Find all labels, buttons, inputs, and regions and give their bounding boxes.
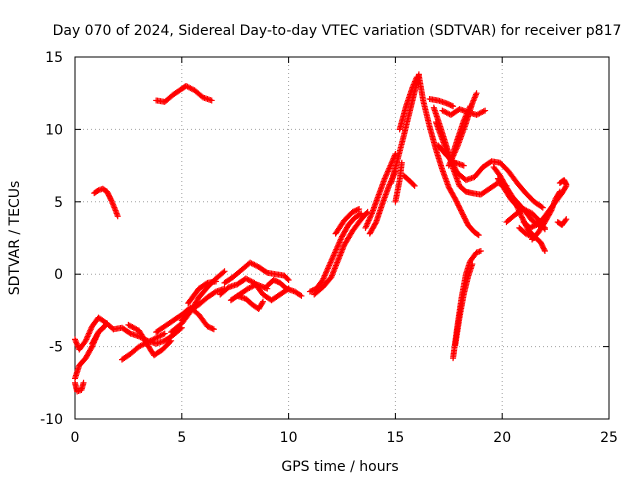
data-point xyxy=(452,195,459,202)
data-point xyxy=(263,268,270,275)
data-point xyxy=(221,268,228,275)
grid xyxy=(75,57,609,419)
data-point xyxy=(482,107,489,114)
y-tick-label: -5 xyxy=(49,340,63,356)
data-point xyxy=(562,217,569,224)
data-point xyxy=(454,201,461,208)
data-point xyxy=(453,198,460,205)
data-point xyxy=(458,208,465,215)
data-point xyxy=(469,261,476,268)
data-point xyxy=(463,219,470,226)
data-point xyxy=(519,214,526,221)
x-tick-label: 5 xyxy=(177,430,186,446)
data-point xyxy=(473,90,480,97)
y-tick-label: 0 xyxy=(54,267,63,283)
data-point xyxy=(563,216,570,223)
data-point xyxy=(556,188,563,195)
x-tick-label: 0 xyxy=(71,430,80,446)
data-point xyxy=(358,210,365,217)
data-point xyxy=(456,205,463,212)
y-tick-label: 10 xyxy=(45,122,63,138)
data-point xyxy=(356,211,363,218)
data-point xyxy=(459,211,466,218)
data-point xyxy=(168,337,175,344)
data-point xyxy=(474,231,481,238)
data-point xyxy=(210,326,217,333)
data-point xyxy=(220,269,227,276)
data-point xyxy=(461,215,468,222)
y-tick-label: -10 xyxy=(40,412,63,428)
data-point xyxy=(101,323,108,330)
data-point xyxy=(460,212,467,219)
data-point xyxy=(297,292,304,299)
data-point xyxy=(455,202,462,209)
data-point xyxy=(519,215,526,222)
data-point xyxy=(547,208,554,215)
data-point xyxy=(461,214,468,221)
data-point xyxy=(519,206,526,213)
data-point xyxy=(467,103,474,110)
data-point xyxy=(212,278,219,285)
data-point xyxy=(457,207,464,214)
plot-frame xyxy=(74,56,610,420)
data-point xyxy=(372,220,379,227)
data-point xyxy=(452,197,459,204)
data-point xyxy=(211,289,218,296)
data-point xyxy=(531,235,538,241)
x-tick-label: 25 xyxy=(600,430,618,446)
data-point xyxy=(556,189,563,196)
data-point xyxy=(100,324,107,331)
data-point xyxy=(259,299,266,306)
y-tick-label: 5 xyxy=(54,195,63,211)
data-point xyxy=(541,246,548,253)
data-point xyxy=(450,103,457,110)
data-point xyxy=(208,97,215,104)
data-point xyxy=(363,209,370,216)
x-tick-label: 20 xyxy=(493,430,511,446)
data-point xyxy=(539,204,546,211)
data-point xyxy=(459,210,466,217)
data-point xyxy=(563,181,570,188)
x-tick-label: 10 xyxy=(280,430,298,446)
data-point xyxy=(259,298,266,305)
data-point xyxy=(475,232,482,239)
chart-title: Day 070 of 2024, Sidereal Day-to-day VTE… xyxy=(53,23,622,39)
data-point xyxy=(477,248,484,255)
data-point xyxy=(410,181,417,188)
data-point xyxy=(107,196,114,203)
data-point xyxy=(460,162,467,169)
x-axis-label: GPS time / hours xyxy=(281,459,398,475)
data-point xyxy=(356,206,363,213)
y-tick-label: 15 xyxy=(45,50,63,66)
data-point xyxy=(161,330,168,337)
data-point xyxy=(541,248,548,255)
data-point xyxy=(126,329,133,336)
data-point xyxy=(518,213,525,220)
data-point xyxy=(284,275,291,282)
data-point xyxy=(167,338,174,345)
data-point xyxy=(80,379,87,386)
x-tick-label: 15 xyxy=(386,430,404,446)
data-point xyxy=(454,199,461,206)
y-axis-label: SDTVAR / TECUs xyxy=(7,181,23,296)
data-point xyxy=(114,213,121,220)
data-point xyxy=(538,203,545,210)
data-point xyxy=(520,206,527,213)
data-point xyxy=(398,159,405,166)
axis-ticks: 0 5 10 15 20 25 -10 -5 0 5 10 15 xyxy=(40,50,618,446)
data-point xyxy=(285,276,292,283)
data-point xyxy=(88,344,95,351)
data-point xyxy=(456,203,463,210)
data-point xyxy=(457,206,464,213)
data-point xyxy=(463,218,470,225)
data-point xyxy=(411,182,418,189)
data-point xyxy=(264,285,271,292)
data-point xyxy=(462,216,469,223)
data-points xyxy=(72,71,570,395)
data-point xyxy=(203,280,210,287)
data-point xyxy=(298,292,305,299)
